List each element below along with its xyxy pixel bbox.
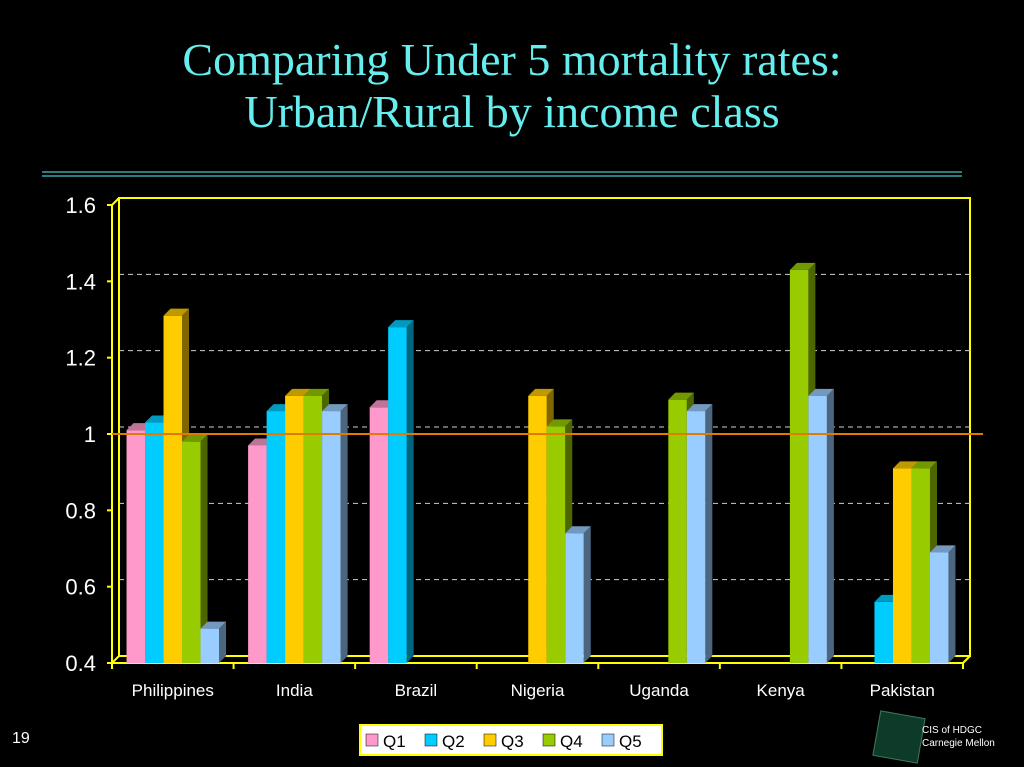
bar-top [388, 320, 414, 328]
y-tick-label: 1.2 [65, 346, 96, 371]
institution-logo: CIS of HDGC Carnegie Mellon [872, 710, 1022, 764]
title-divider-secondary [42, 175, 962, 177]
bar-top [163, 308, 190, 316]
bar [874, 601, 893, 663]
y-tick-label: 1.4 [65, 269, 96, 294]
bar-top [285, 388, 311, 396]
x-tick-label: Philippines [132, 681, 214, 700]
bar-side [705, 404, 713, 663]
bar [686, 411, 706, 663]
bar-top [182, 434, 208, 442]
title-line-1: Comparing Under 5 mortality rates: [182, 34, 842, 85]
legend-label: Q1 [383, 732, 406, 751]
bar [892, 468, 912, 663]
bar-top [808, 388, 834, 396]
logo-emblem-icon [872, 710, 926, 764]
bar [369, 407, 389, 663]
bar-top [565, 526, 591, 534]
y-tick-label: 0.8 [65, 498, 96, 523]
plot-corner-right [962, 655, 971, 664]
bar [668, 399, 687, 663]
logo-text: CIS of HDGC Carnegie Mellon [922, 724, 995, 750]
x-tick-label: Pakistan [870, 681, 935, 700]
y-tick-label: 1.6 [65, 193, 96, 218]
bar-top [200, 621, 227, 629]
bar-top [911, 461, 937, 469]
slide-number: 19 [12, 730, 30, 747]
bar [182, 441, 201, 663]
bar [248, 445, 267, 663]
bar-top [789, 262, 816, 270]
legend-swatch [365, 733, 379, 747]
bar-top [929, 545, 956, 553]
x-tick-label: India [276, 681, 313, 700]
bar [266, 411, 286, 663]
x-tick-label: Nigeria [511, 681, 565, 700]
x-tick-label: Brazil [395, 681, 438, 700]
bar-top [322, 404, 348, 412]
bar [145, 422, 164, 663]
bar [565, 533, 584, 663]
legend-label: Q2 [442, 732, 465, 751]
logo-line-1: CIS of HDGC [922, 725, 983, 736]
bar [789, 269, 809, 663]
legend-swatch [424, 733, 438, 747]
legend-swatch [483, 733, 497, 747]
bar [285, 395, 304, 663]
y-tick-label: 0.4 [65, 651, 96, 676]
bar [388, 327, 407, 663]
y-tick-label: 0.6 [65, 575, 96, 600]
legend-swatch [542, 733, 556, 747]
bar-side [340, 404, 348, 663]
bar [163, 315, 183, 663]
bar [528, 395, 547, 663]
bar-side [826, 388, 834, 663]
plot-corner-bottom [111, 655, 120, 664]
bar [808, 395, 827, 663]
bar-side [583, 526, 591, 663]
title-line-2: Urban/Rural by income class [244, 86, 780, 137]
bar-top [528, 388, 554, 396]
bar-side [406, 320, 414, 663]
bar [200, 628, 220, 663]
bar-side [948, 545, 956, 663]
bar [303, 395, 323, 663]
bar [322, 411, 341, 663]
title-divider [42, 171, 962, 173]
bar-side [219, 621, 227, 663]
bar-top [892, 461, 919, 469]
bar [911, 468, 930, 663]
x-tick-label: Uganda [629, 681, 689, 700]
x-tick-label: Kenya [757, 681, 806, 700]
legend-label: Q4 [560, 732, 583, 751]
bar [929, 552, 949, 663]
slide-title: Comparing Under 5 mortality rates: Urban… [0, 34, 1024, 138]
bar [546, 426, 566, 663]
legend-label: Q5 [619, 732, 642, 751]
bar-top [303, 388, 330, 396]
bar-side [200, 434, 208, 663]
bar-top [686, 404, 713, 412]
y-tick-label: 1 [84, 422, 96, 447]
logo-line-2: Carnegie Mellon [922, 738, 995, 749]
legend-swatch [601, 733, 615, 747]
bar [126, 430, 146, 663]
bar-top [546, 419, 573, 427]
legend-label: Q3 [501, 732, 524, 751]
bar-top [668, 392, 694, 400]
plot-corner-top [111, 197, 120, 206]
